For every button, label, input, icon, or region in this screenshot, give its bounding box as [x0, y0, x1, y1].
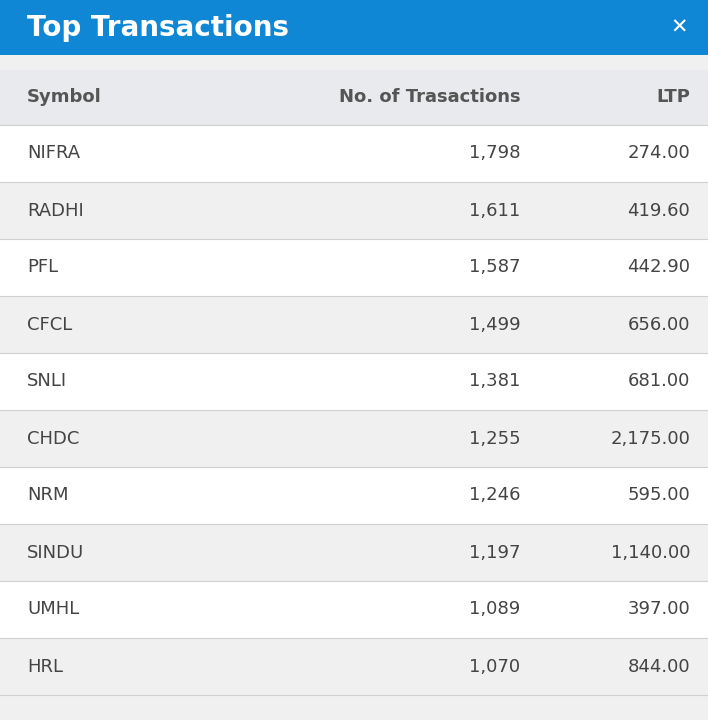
Text: ✕: ✕ — [670, 17, 688, 37]
Bar — [0, 581, 708, 638]
Bar — [0, 70, 708, 125]
Text: LTP: LTP — [656, 89, 690, 107]
Text: CFCL: CFCL — [27, 315, 72, 333]
Text: 419.60: 419.60 — [627, 202, 690, 220]
Text: 1,499: 1,499 — [469, 315, 520, 333]
Text: 1,197: 1,197 — [469, 544, 520, 562]
Text: 1,255: 1,255 — [469, 430, 520, 448]
Text: HRL: HRL — [27, 657, 63, 675]
Text: PFL: PFL — [27, 258, 58, 276]
Text: 595.00: 595.00 — [627, 487, 690, 505]
Bar — [0, 524, 708, 581]
Bar — [0, 182, 708, 239]
Bar — [0, 239, 708, 296]
Bar — [0, 125, 708, 182]
Text: 442.90: 442.90 — [627, 258, 690, 276]
Text: 681.00: 681.00 — [628, 372, 690, 390]
Text: NRM: NRM — [27, 487, 69, 505]
Text: 274.00: 274.00 — [627, 145, 690, 163]
Text: 1,381: 1,381 — [469, 372, 520, 390]
Text: 2,175.00: 2,175.00 — [610, 430, 690, 448]
Text: CHDC: CHDC — [27, 430, 79, 448]
Bar — [0, 353, 708, 410]
Text: SINDU: SINDU — [27, 544, 84, 562]
Bar — [0, 638, 708, 695]
Bar — [0, 410, 708, 467]
Text: No. of Trasactions: No. of Trasactions — [338, 89, 520, 107]
Text: Top Transactions: Top Transactions — [27, 14, 289, 42]
Bar — [0, 55, 708, 70]
Text: 844.00: 844.00 — [628, 657, 690, 675]
Text: UMHL: UMHL — [27, 600, 79, 618]
Text: 1,070: 1,070 — [469, 657, 520, 675]
Bar — [0, 467, 708, 524]
Bar — [0, 296, 708, 353]
Text: 1,140.00: 1,140.00 — [611, 544, 690, 562]
Text: 1,611: 1,611 — [469, 202, 520, 220]
Text: 1,587: 1,587 — [469, 258, 520, 276]
Text: NIFRA: NIFRA — [27, 145, 80, 163]
Text: 1,798: 1,798 — [469, 145, 520, 163]
Text: 1,089: 1,089 — [469, 600, 520, 618]
Text: 1,246: 1,246 — [469, 487, 520, 505]
Text: SNLI: SNLI — [27, 372, 67, 390]
Text: 397.00: 397.00 — [627, 600, 690, 618]
Bar — [0, 0, 708, 55]
Text: 656.00: 656.00 — [628, 315, 690, 333]
Text: Symbol: Symbol — [27, 89, 102, 107]
Text: RADHI: RADHI — [27, 202, 84, 220]
